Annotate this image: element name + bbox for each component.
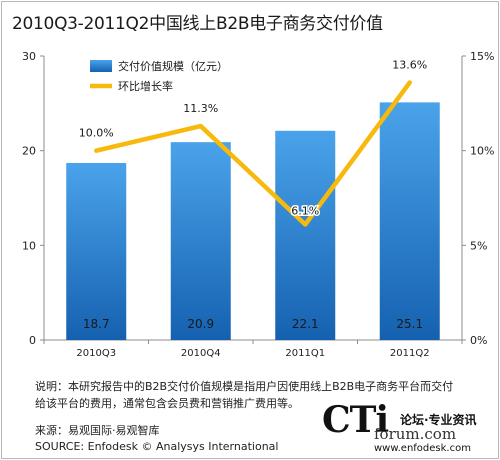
legend-line-label: 环比增长率	[118, 79, 173, 93]
footnote: 说明：本研究报告中的B2B交付价值规模是指用户因使用线上B2B电子商务平台而交付…	[35, 380, 454, 410]
growth-rate-point	[199, 124, 203, 128]
bar	[379, 102, 440, 341]
y-right-tick-label: 5%	[470, 239, 487, 252]
legend-bar-swatch	[90, 60, 112, 72]
source-block: 来源：易观国际·易观智库 SOURCE: Enfodesk © Analysys…	[35, 423, 278, 455]
growth-rate-label: 6.1%	[291, 205, 319, 218]
growth-rate-point	[408, 81, 412, 85]
watermark: CTi 论坛·专业资讯 forum.com www.enfodesk.com	[322, 399, 492, 454]
y-right-tick-label: 0%	[470, 334, 487, 347]
y-left-tick-label: 20	[22, 145, 36, 158]
bar	[170, 142, 231, 340]
source-en: SOURCE: Enfodesk © Analysys Internationa…	[35, 440, 279, 453]
x-tick-label: 2010Q4	[181, 348, 221, 359]
y-right-tick-label: 10%	[470, 145, 494, 158]
growth-rate-point	[303, 223, 307, 227]
bar-value-label: 18.7	[83, 317, 110, 331]
watermark-slogan: 论坛·专业资讯	[400, 413, 477, 427]
growth-rate-line	[94, 80, 412, 227]
bar-value-label: 20.9	[187, 317, 214, 331]
x-tick-label: 2010Q3	[76, 348, 116, 359]
watermark-domain: forum.com	[374, 425, 457, 443]
growth-rate-label: 13.6%	[392, 59, 427, 72]
y-left-tick-label: 30	[22, 50, 36, 63]
bar-value-label: 25.1	[396, 317, 423, 331]
growth-rate-label: 11.3%	[183, 102, 218, 115]
bar-value-label: 22.1	[292, 317, 319, 331]
bar	[66, 162, 127, 340]
growth-rate-point	[94, 149, 98, 153]
x-tick-label: 2011Q1	[285, 348, 325, 359]
chart-title: 2010Q3-2011Q2中国线上B2B电子商务交付价值	[12, 14, 383, 34]
y-right-tick-label: 15%	[470, 50, 494, 63]
legend-bar-label: 交付价值规模（亿元）	[118, 59, 228, 73]
growth-rate-label: 10.0%	[79, 127, 114, 140]
x-tick-label: 2011Q2	[390, 348, 430, 359]
y-left-tick-label: 0	[29, 334, 36, 347]
bar	[275, 130, 336, 340]
watermark-logo: CTi	[322, 399, 389, 441]
source-cn: 来源：易观国际·易观智库	[35, 424, 160, 437]
y-left-tick-label: 10	[22, 239, 36, 252]
legend: 交付价值规模（亿元） 环比增长率	[90, 59, 228, 93]
watermark-url: www.enfodesk.com	[374, 443, 471, 454]
